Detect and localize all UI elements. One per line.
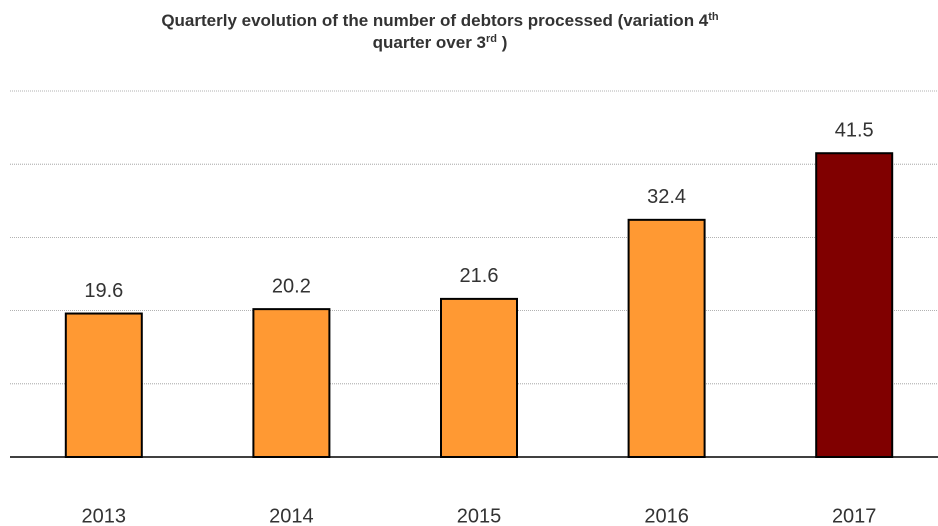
bar — [64, 312, 143, 459]
x-tick-label: 2015 — [457, 505, 502, 526]
value-label: 32.4 — [647, 186, 686, 208]
title-part: quarter over 3 — [372, 33, 486, 52]
x-tick-label: 2017 — [832, 505, 877, 526]
title-part: ) — [497, 33, 508, 52]
bar — [815, 152, 894, 458]
bar — [627, 218, 706, 458]
title-part: Quarterly evolution of the number of deb… — [161, 11, 709, 30]
title-sup: th — [708, 11, 719, 23]
value-label: 21.6 — [460, 265, 499, 287]
chart-title: Quarterly evolution of the number of deb… — [0, 10, 880, 54]
value-label: 20.2 — [272, 275, 311, 297]
x-tick-label: 2013 — [82, 505, 127, 526]
bar — [252, 308, 331, 458]
value-label: 41.5 — [835, 120, 874, 142]
bar — [440, 297, 518, 458]
value-label: 19.6 — [84, 280, 123, 302]
title-sup: rd — [486, 33, 497, 45]
x-tick-label: 2014 — [269, 505, 314, 526]
x-tick-label: 2016 — [644, 505, 689, 526]
